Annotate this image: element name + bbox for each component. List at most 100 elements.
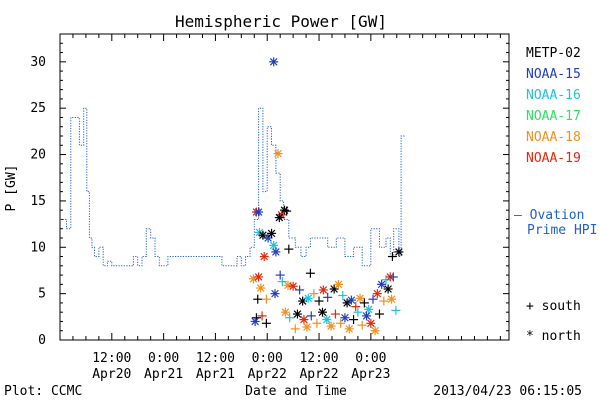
star-stroke-d2 bbox=[251, 317, 259, 326]
data-point-noaa-15-north bbox=[271, 247, 281, 257]
data-point-noaa-18-north bbox=[256, 283, 266, 293]
legend-ovation-line-2: Prime HPI bbox=[527, 223, 597, 238]
x-tick-label-date: Apr21 bbox=[196, 367, 235, 382]
plot-source-label: Plot: CCMC bbox=[4, 384, 82, 399]
data-point-noaa-15-north bbox=[270, 289, 280, 299]
data-point-noaa-16-north bbox=[269, 240, 279, 250]
data-point-noaa-18-north bbox=[280, 307, 290, 317]
x-tick-label-time: 0:00 bbox=[252, 351, 283, 366]
data-point-noaa-18-north bbox=[387, 294, 397, 304]
y-tick-label: 10 bbox=[30, 240, 46, 255]
data-point-noaa-15-south bbox=[388, 272, 398, 282]
data-point-metp-02-south bbox=[253, 294, 263, 304]
star-stroke-d2 bbox=[289, 282, 297, 291]
data-point-metp-02-south bbox=[387, 252, 397, 262]
data-point-noaa-16-south bbox=[391, 305, 401, 315]
data-point-noaa-18-north bbox=[326, 321, 336, 331]
star-stroke-d2 bbox=[293, 310, 302, 318]
data-point-noaa-18-south bbox=[336, 318, 346, 328]
data-point-noaa-16-south bbox=[285, 313, 295, 323]
star-stroke-d2 bbox=[264, 234, 272, 242]
data-point-noaa-16-south bbox=[353, 307, 363, 317]
data-point-metp-02-south bbox=[349, 315, 359, 325]
star-stroke-d2 bbox=[318, 308, 327, 316]
star-stroke-d2 bbox=[256, 284, 265, 292]
star-stroke-d2 bbox=[303, 323, 311, 331]
data-point-noaa-15-north bbox=[377, 279, 387, 289]
data-point-noaa-15-north bbox=[269, 57, 279, 67]
data-point-noaa-18-south bbox=[357, 320, 367, 330]
data-point-metp-02-south bbox=[374, 309, 384, 319]
x-tick-label-date: Apr23 bbox=[351, 367, 390, 382]
data-point-noaa-19-north bbox=[259, 252, 269, 262]
legend-item-noaa-17: NOAA-17 bbox=[526, 109, 581, 124]
data-point-metp-02-north bbox=[383, 284, 393, 294]
star-stroke-d2 bbox=[387, 295, 396, 303]
data-point-noaa-18-south bbox=[309, 289, 319, 299]
legend-item-noaa-18: NOAA-18 bbox=[526, 130, 581, 145]
data-point-noaa-19-north bbox=[254, 272, 264, 282]
data-point-noaa-15-north bbox=[340, 313, 350, 323]
star-stroke-d2 bbox=[362, 312, 371, 320]
data-point-metp-02-north bbox=[267, 228, 277, 238]
star-stroke-d2 bbox=[260, 252, 269, 261]
star-stroke-d2 bbox=[304, 294, 313, 303]
data-point-noaa-15-south bbox=[275, 270, 285, 280]
data-point-metp-02-north bbox=[274, 213, 284, 223]
data-point-metp-02-south bbox=[359, 298, 369, 308]
data-point-noaa-18-north bbox=[302, 322, 312, 332]
data-point-metp-02-south bbox=[261, 318, 271, 328]
legend-ovation-line-1: — Ovation bbox=[514, 208, 584, 223]
ovation-hpi-line bbox=[60, 107, 406, 267]
data-point-noaa-18-south bbox=[379, 296, 389, 306]
star-stroke-d2 bbox=[334, 280, 343, 289]
data-point-noaa-16-south bbox=[338, 290, 348, 300]
data-point-metp-02-south bbox=[305, 268, 315, 278]
legend-item-metp-02: METP-02 bbox=[526, 46, 581, 61]
data-point-metp-02-south bbox=[282, 206, 292, 216]
data-point-noaa-15-south bbox=[306, 311, 316, 321]
timestamp-label: 2013/04/23 06:15:05 bbox=[433, 384, 582, 399]
data-point-noaa-18-south bbox=[261, 294, 271, 304]
x-tick-label-date: Apr21 bbox=[144, 367, 183, 382]
data-point-noaa-15-north bbox=[263, 233, 273, 243]
data-point-noaa-16-north bbox=[364, 304, 374, 314]
data-point-metp-02-north bbox=[394, 247, 404, 257]
data-point-noaa-15-north bbox=[362, 311, 372, 321]
star-stroke-d2 bbox=[271, 289, 279, 298]
data-point-metp-02-south bbox=[314, 296, 324, 306]
data-point-noaa-18-south bbox=[290, 324, 300, 334]
data-point-noaa-15-south bbox=[323, 292, 333, 302]
y-axis-label: P [GW] bbox=[4, 165, 19, 212]
x-tick-label-time: 0:00 bbox=[355, 351, 386, 366]
data-point-noaa-18-north bbox=[333, 279, 343, 289]
star-stroke-d2 bbox=[269, 58, 278, 66]
data-point-noaa-19-north bbox=[288, 281, 298, 291]
star-stroke-d2 bbox=[347, 296, 356, 304]
star-stroke-d2 bbox=[274, 149, 282, 158]
y-tick-label: 15 bbox=[30, 194, 46, 209]
star-stroke-d2 bbox=[272, 248, 280, 256]
data-point-noaa-15-north bbox=[346, 295, 356, 305]
chart-title: Hemispheric Power [GW] bbox=[175, 12, 387, 31]
data-point-noaa-19-north bbox=[366, 318, 376, 328]
data-point-noaa-19-south bbox=[351, 302, 361, 312]
star-stroke-d2 bbox=[323, 315, 331, 324]
data-point-noaa-19-north bbox=[372, 289, 382, 299]
legend-item-noaa-16: NOAA-16 bbox=[526, 88, 581, 103]
data-point-noaa-16-north bbox=[303, 293, 313, 303]
x-tick-label-time: 0:00 bbox=[148, 351, 179, 366]
data-point-noaa-18-north bbox=[344, 324, 354, 334]
data-point-noaa-19-north bbox=[318, 285, 328, 295]
data-point-noaa-19-south bbox=[330, 309, 340, 319]
y-tick-label: 0 bbox=[38, 333, 46, 348]
data-point-noaa-15-south bbox=[368, 294, 378, 304]
star-stroke-d2 bbox=[254, 208, 263, 216]
data-point-noaa-19-north bbox=[299, 315, 309, 325]
y-tick-label: 25 bbox=[30, 101, 46, 116]
data-point-noaa-18-north bbox=[273, 149, 283, 159]
star-stroke-d2 bbox=[395, 248, 403, 256]
star-stroke-d2 bbox=[327, 322, 335, 330]
star-stroke-d2 bbox=[373, 289, 382, 298]
